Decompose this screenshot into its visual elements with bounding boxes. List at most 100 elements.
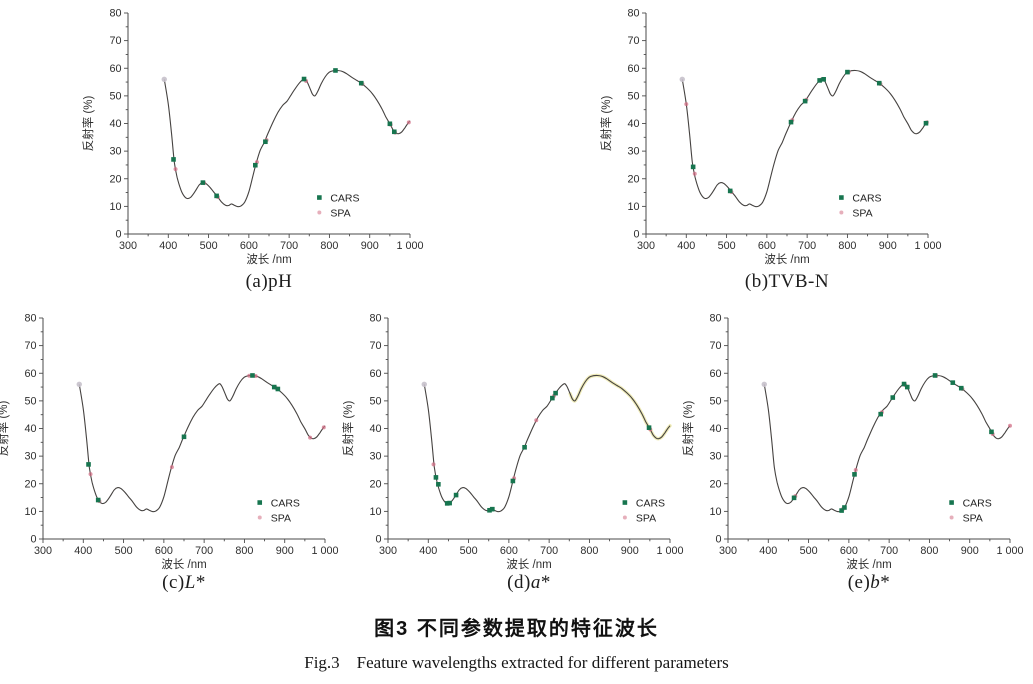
- chart-panel-d: 0 10 20 30 40 50 60 70 80 300 400 500 600 700 800 900 1 …: [336, 308, 696, 580]
- spectrum-curve: [78, 374, 326, 513]
- y-tick-label: 20: [627, 173, 639, 185]
- cars-marker: [839, 508, 844, 513]
- caption-b-post: TVB-N: [768, 271, 830, 292]
- cars-marker: [200, 180, 206, 185]
- cars-marker: [553, 390, 558, 396]
- legend-spa-marker: [257, 515, 262, 520]
- caption-d-post: *: [540, 572, 551, 593]
- legend: CARS SPA: [949, 497, 992, 524]
- ticks: [384, 317, 671, 543]
- legend: CARS SPA: [257, 497, 300, 524]
- legend-spa-marker: [839, 210, 844, 215]
- x-tick-label: 500: [718, 240, 736, 252]
- y-tick-label: 0: [633, 229, 639, 241]
- cars-markers: [433, 390, 652, 513]
- x-tick-label: 600: [155, 545, 173, 557]
- y-tick-label: 30: [109, 146, 121, 158]
- chart-panel-e: 0 10 20 30 40 50 60 70 80 300 400 500 600 700 800 900 1 …: [676, 308, 1033, 580]
- cars-marker: [727, 188, 733, 194]
- legend-spa-label: SPA: [963, 512, 983, 524]
- y-tick-label: 60: [109, 63, 121, 75]
- spa-marker: [684, 102, 689, 107]
- panel-caption-d: (d)a*: [449, 572, 609, 594]
- y-axis-label: 反射率 (%): [681, 401, 695, 457]
- x-tick-label: 700: [798, 240, 816, 252]
- panel-caption-b: (b)TVB-N: [707, 271, 867, 293]
- cars-marker: [788, 119, 794, 125]
- spectrum-curve: [423, 374, 671, 513]
- cars-marker: [214, 193, 219, 199]
- cars-marker: [444, 501, 450, 506]
- spectrum-curve: [763, 374, 1011, 513]
- cars-marker: [550, 395, 555, 401]
- y-tick-label: 10: [627, 201, 639, 213]
- x-tick-label: 900: [621, 545, 639, 557]
- cars-marker: [958, 385, 964, 391]
- caption-c-italic: L: [184, 572, 196, 593]
- spectrum-start-marker: [76, 381, 82, 387]
- spectrum-curve: [681, 69, 929, 208]
- x-tick-label: 700: [540, 545, 558, 557]
- spectrum-start-marker: [761, 381, 767, 387]
- cars-markers: [690, 69, 929, 194]
- cars-marker: [510, 478, 516, 484]
- x-tick-label: 500: [115, 545, 133, 557]
- spa-marker: [169, 465, 174, 470]
- tick-labels: 0 10 20 30 40 50 60 70 80 300 400 500 600 700 800 900 1 …: [709, 313, 1023, 557]
- y-axis-label: 反射率 (%): [599, 96, 613, 152]
- cars-marker: [890, 395, 896, 400]
- x-tick-label: 1 000: [311, 545, 338, 557]
- x-tick-label: 400: [419, 545, 437, 557]
- y-tick-label: 20: [109, 173, 121, 185]
- x-tick-label: 800: [580, 545, 598, 557]
- y-tick-label: 80: [709, 313, 721, 325]
- x-tick-label: 400: [677, 240, 695, 252]
- legend-spa-label: SPA: [271, 512, 291, 524]
- caption-d-pre: (d): [507, 572, 531, 593]
- y-tick-label: 10: [109, 201, 121, 213]
- cars-marker: [447, 500, 452, 506]
- legend-cars-label: CARS: [330, 192, 359, 204]
- y-tick-label: 70: [627, 35, 639, 47]
- spectrum-curve: [163, 69, 411, 208]
- spa-marker: [431, 462, 436, 467]
- cars-markers: [86, 373, 281, 503]
- y-tick-label: 10: [24, 506, 36, 518]
- x-tick-label: 700: [280, 240, 298, 252]
- legend-cars-marker: [839, 195, 844, 200]
- legend-cars-label: CARS: [271, 497, 300, 509]
- x-tick-label: 400: [159, 240, 177, 252]
- x-tick-label: 600: [758, 240, 776, 252]
- x-tick-label: 800: [838, 240, 856, 252]
- y-tick-label: 0: [375, 534, 381, 546]
- spa-marker: [308, 435, 313, 440]
- y-tick-label: 60: [369, 368, 381, 380]
- x-axis-label: 波长 /nm: [846, 558, 891, 571]
- y-tick-label: 70: [109, 35, 121, 47]
- cars-marker: [86, 462, 91, 467]
- y-tick-label: 10: [709, 506, 721, 518]
- spa-marker: [321, 425, 326, 430]
- cars-marker: [275, 386, 281, 392]
- spa-marker: [692, 171, 697, 176]
- x-axis-label: 波长 /nm: [764, 253, 809, 266]
- caption-e-post: *: [880, 572, 891, 593]
- cars-marker: [95, 497, 101, 503]
- y-tick-label: 40: [627, 118, 639, 130]
- x-tick-label: 900: [276, 545, 294, 557]
- cars-marker: [932, 373, 938, 378]
- y-tick-label: 70: [24, 340, 36, 352]
- chart-svg-e: 0 10 20 30 40 50 60 70 80 300 400 500 600 700 800 900 1 …: [681, 313, 1024, 571]
- cars-marker: [487, 507, 492, 513]
- x-tick-label: 500: [800, 545, 818, 557]
- y-tick-label: 30: [709, 451, 721, 463]
- tick-labels: 0 10 20 30 40 50 60 70 80 300 400 500 600 700 800 900 1 …: [627, 8, 941, 252]
- x-axis-label: 波长 /nm: [161, 558, 206, 571]
- spa-markers: [793, 373, 1012, 512]
- cars-marker: [802, 98, 808, 104]
- cars-marker: [181, 434, 187, 440]
- cars-marker: [391, 129, 397, 135]
- x-tick-label: 300: [119, 240, 137, 252]
- spa-marker: [534, 418, 539, 423]
